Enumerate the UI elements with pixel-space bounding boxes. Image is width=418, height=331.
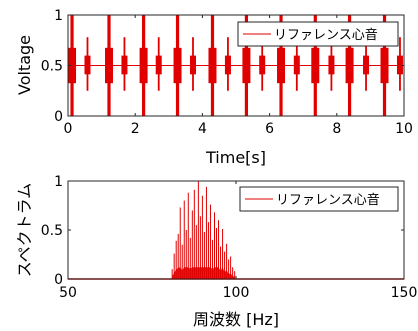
voltage-beat-19 xyxy=(380,15,389,116)
voltage-legend-label: リファレンス心音 xyxy=(274,27,378,43)
voltage-beat-envelope xyxy=(224,55,231,75)
voltage-beat-2 xyxy=(84,37,91,91)
voltage-beat-8 xyxy=(189,37,196,91)
voltage-x-tick-label: 10 xyxy=(395,121,413,137)
voltage-beat-20 xyxy=(396,37,403,91)
voltage-beat-3 xyxy=(104,15,113,116)
voltage-beat-14 xyxy=(293,37,300,91)
voltage-beat-16 xyxy=(328,37,335,91)
voltage-beat-4 xyxy=(121,37,128,91)
spectrum-legend: リファレンス心音 xyxy=(239,186,399,212)
voltage-beat-7 xyxy=(173,15,182,116)
spectrum-y-label: スペクトラム xyxy=(15,183,34,277)
voltage-beat-envelope xyxy=(173,47,182,84)
voltage-beat-13 xyxy=(277,15,286,116)
voltage-beat-envelope xyxy=(68,47,77,84)
voltage-beat-envelope xyxy=(189,55,196,75)
spectrum-x-tick-label: 50 xyxy=(59,285,77,301)
spectrum-traces xyxy=(68,181,404,280)
voltage-beat-envelope xyxy=(380,47,389,84)
voltage-traces xyxy=(68,15,404,116)
spectrum-chart: 50 100 150 0 0.5 1 周波数 [Hz] スペクトラム リファレンス心音 xyxy=(15,174,417,329)
voltage-beat-envelope xyxy=(345,47,354,84)
voltage-beat-18 xyxy=(363,37,370,91)
voltage-x-tick-label: 0 xyxy=(64,121,73,137)
voltage-x-tick-label: 4 xyxy=(198,121,207,137)
voltage-beat-envelope xyxy=(155,55,162,75)
voltage-beat-envelope xyxy=(139,47,148,84)
voltage-ticks: 0 2 4 6 8 10 0 0.5 1 xyxy=(41,8,413,137)
voltage-beat-envelope xyxy=(242,47,251,84)
voltage-beat-envelope xyxy=(311,47,320,84)
voltage-beat-envelope xyxy=(277,47,286,84)
voltage-beat-envelope xyxy=(363,55,370,75)
voltage-y-tick-label: 1 xyxy=(54,8,63,24)
voltage-beat-envelope xyxy=(328,55,335,75)
spectrum-x-tick-label: 100 xyxy=(223,285,250,301)
spectrum-y-tick-label: 0 xyxy=(54,272,63,288)
voltage-y-label: Voltage xyxy=(15,35,34,95)
spectrum-y-tick-label: 1 xyxy=(54,174,63,190)
voltage-x-label: Time[s] xyxy=(205,148,266,167)
voltage-y-tick-label: 0.5 xyxy=(41,59,63,75)
voltage-x-tick-label: 8 xyxy=(332,121,341,137)
voltage-beat-15 xyxy=(311,15,320,116)
voltage-beat-envelope xyxy=(396,55,403,75)
voltage-beat-envelope xyxy=(293,55,300,75)
voltage-beat-6 xyxy=(155,37,162,91)
voltage-beat-envelope xyxy=(208,47,217,84)
voltage-beat-5 xyxy=(139,15,148,116)
voltage-beat-9 xyxy=(208,15,217,116)
voltage-legend: リファレンス心音 xyxy=(237,21,399,47)
voltage-beat-envelope xyxy=(84,55,91,75)
voltage-beat-17 xyxy=(345,15,354,116)
voltage-chart: 0 2 4 6 8 10 0 0.5 1 Time[s] Voltage リファレンス心音 xyxy=(15,8,413,167)
spectrum-ticks: 50 100 150 0 0.5 1 xyxy=(41,174,418,301)
voltage-x-tick-label: 6 xyxy=(265,121,274,137)
spectrum-x-tick-label: 150 xyxy=(391,285,418,301)
voltage-beat-11 xyxy=(242,15,251,116)
voltage-beat-envelope xyxy=(121,55,128,75)
spectrum-low-band xyxy=(172,267,235,279)
voltage-beat-12 xyxy=(259,37,266,91)
voltage-beat-envelope xyxy=(259,55,266,75)
voltage-x-tick-label: 2 xyxy=(131,121,140,137)
spectrum-y-tick-label: 0.5 xyxy=(41,223,63,239)
voltage-beat-10 xyxy=(224,37,231,91)
spectrum-legend-label: リファレンス心音 xyxy=(276,192,380,208)
voltage-beat-envelope xyxy=(104,47,113,84)
voltage-y-tick-label: 0 xyxy=(54,109,63,125)
spectrum-x-label: 周波数 [Hz] xyxy=(193,310,279,329)
voltage-beat-1 xyxy=(68,15,77,116)
